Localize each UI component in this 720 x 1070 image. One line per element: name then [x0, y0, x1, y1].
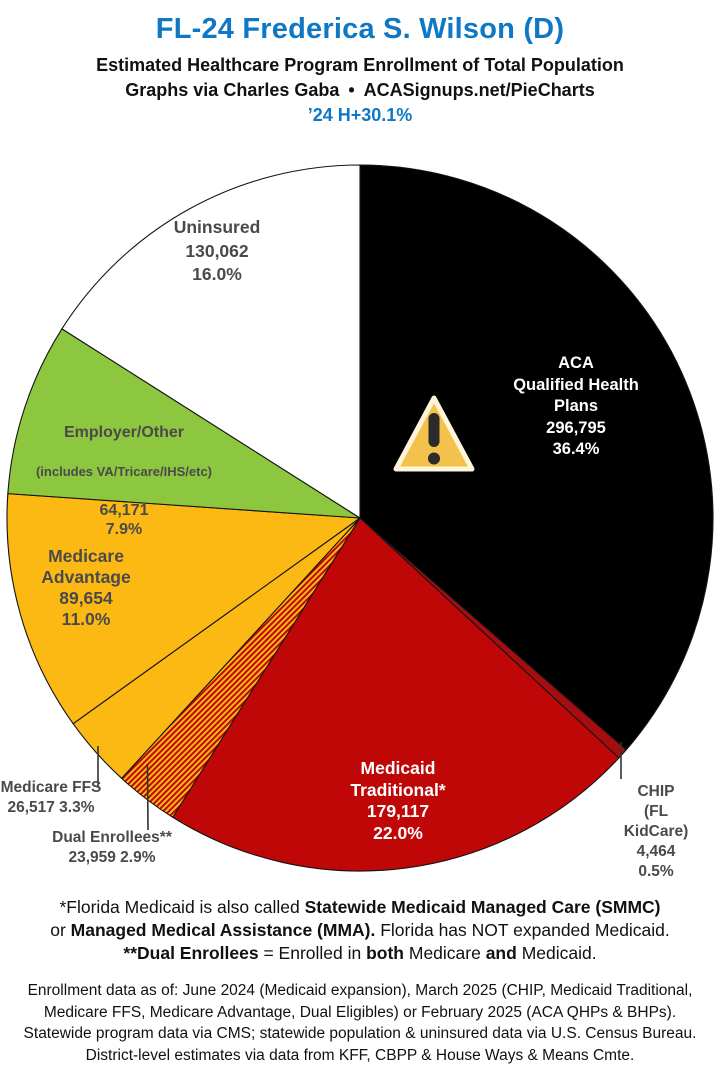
slice-label-employer: Employer/Other (includes VA/Tricare/IHS/…: [36, 403, 212, 559]
slice-label-uninsured: Uninsured 130,062 16.0%: [173, 217, 261, 284]
header: FL-24 Frederica S. Wilson (D) Estimated …: [0, 0, 720, 150]
pie-chart: [6, 164, 714, 872]
slice-label-medicare-ffs: Medicare FFS 26,517 3.3%: [0, 779, 102, 816]
page-title: FL-24 Frederica S. Wilson (D): [155, 13, 565, 45]
slice-label-employer-detail: (includes VA/Tricare/IHS/etc): [35, 463, 213, 479]
pie-slice-uninsured: [61, 164, 361, 520]
pie-slice-aca: [359, 164, 714, 751]
leader-line-dual-enrollees: [146, 763, 149, 831]
pie-slice-medadv: [6, 493, 362, 725]
slice-label-medicare-advantage: Medicare Advantage 89,654 11.0%: [41, 546, 131, 629]
credit-line: Graphs via Charles Gaba • ACASignups.net…: [125, 80, 595, 100]
leader-lines: [97, 742, 622, 831]
pie-slice-employer: [7, 328, 361, 519]
slice-label-employer-values: 64,171 7.9%: [99, 501, 149, 539]
slice-label-aca: ACA Qualified Health Plans 296,795 36.4%: [513, 354, 639, 458]
warning-icon: [393, 395, 475, 472]
slice-label-employer-title: Employer/Other: [63, 423, 185, 441]
subtitle: Estimated Healthcare Program Enrollment …: [96, 55, 624, 75]
footnotes: *Florida Medicaid is also called Statewi…: [0, 896, 720, 965]
pie-chart-area: Uninsured 130,062 16.0% ACA Qualified He…: [0, 150, 720, 880]
footnote-line-2: or Managed Medical Assistance (MMA). Flo…: [50, 920, 670, 940]
slice-label-chip: CHIP (FL KidCare) 4,464 0.5%: [623, 783, 689, 880]
house-margin-line: ’24 H+30.1%: [307, 105, 413, 125]
source-note: Enrollment data as of: June 2024 (Medica…: [23, 982, 697, 1064]
pie-slice-medicaid: [171, 517, 620, 872]
slice-label-medicaid: Medicaid Traditional* 179,117 22.0%: [350, 758, 446, 843]
footnote-line-3: **Dual Enrollees = Enrolled in both Medi…: [123, 943, 597, 963]
footnote-line-1: *Florida Medicaid is also called Statewi…: [59, 897, 661, 917]
pie-slices: [6, 164, 714, 872]
slice-label-dual-enrollees: Dual Enrollees** 23,959 2.9%: [52, 829, 172, 866]
